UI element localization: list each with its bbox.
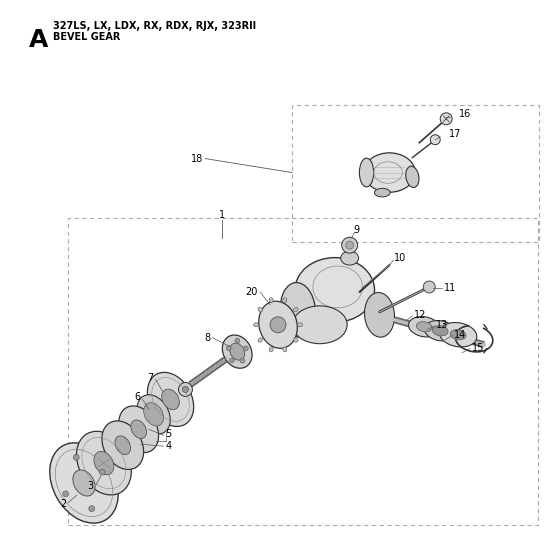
Text: 9: 9	[353, 225, 360, 235]
Ellipse shape	[258, 338, 263, 342]
Text: 6: 6	[134, 393, 141, 403]
Ellipse shape	[94, 451, 114, 475]
Ellipse shape	[73, 470, 95, 496]
Circle shape	[440, 113, 452, 125]
Ellipse shape	[432, 326, 448, 336]
Text: 17: 17	[449, 129, 461, 139]
Ellipse shape	[408, 316, 440, 337]
Ellipse shape	[424, 320, 456, 341]
Circle shape	[430, 135, 440, 144]
Ellipse shape	[297, 323, 302, 327]
Text: 18: 18	[191, 153, 203, 164]
Ellipse shape	[295, 258, 375, 323]
Ellipse shape	[131, 420, 147, 438]
Text: 12: 12	[414, 310, 427, 320]
Ellipse shape	[281, 283, 315, 337]
Ellipse shape	[269, 298, 273, 302]
Text: 11: 11	[444, 283, 456, 293]
Ellipse shape	[254, 323, 259, 327]
Ellipse shape	[283, 298, 287, 302]
Circle shape	[346, 241, 353, 249]
Text: 4: 4	[166, 441, 172, 451]
Ellipse shape	[365, 292, 394, 337]
Ellipse shape	[102, 421, 144, 469]
Circle shape	[63, 491, 69, 497]
Ellipse shape	[283, 347, 287, 352]
Ellipse shape	[450, 330, 466, 340]
Bar	[292, 105, 539, 242]
Circle shape	[270, 317, 286, 333]
Circle shape	[240, 358, 245, 363]
Circle shape	[183, 386, 189, 393]
Ellipse shape	[222, 335, 252, 368]
Ellipse shape	[375, 188, 390, 197]
Circle shape	[243, 346, 248, 351]
Text: A: A	[29, 28, 49, 52]
Text: 3: 3	[88, 481, 94, 491]
Text: 327LS, LX, LDX, RX, RDX, RJX, 323RII: 327LS, LX, LDX, RX, RDX, RJX, 323RII	[53, 21, 256, 31]
Ellipse shape	[144, 403, 164, 426]
Circle shape	[88, 506, 95, 512]
Text: 7: 7	[147, 372, 153, 382]
Ellipse shape	[259, 301, 297, 348]
Ellipse shape	[293, 338, 298, 342]
Text: 13: 13	[436, 320, 449, 330]
Text: 16: 16	[459, 109, 472, 119]
Text: 15: 15	[472, 343, 484, 353]
Circle shape	[235, 338, 240, 343]
Ellipse shape	[162, 389, 179, 410]
Circle shape	[230, 358, 234, 363]
Ellipse shape	[258, 307, 263, 312]
Circle shape	[226, 346, 231, 351]
Ellipse shape	[293, 307, 298, 312]
Text: 8: 8	[204, 333, 211, 343]
Ellipse shape	[230, 343, 245, 360]
Text: 5: 5	[166, 429, 172, 439]
Text: 1: 1	[219, 211, 225, 220]
Ellipse shape	[269, 347, 273, 352]
Ellipse shape	[340, 251, 358, 265]
Ellipse shape	[115, 436, 130, 455]
Ellipse shape	[363, 153, 416, 192]
Circle shape	[342, 237, 358, 253]
Text: 14: 14	[454, 330, 466, 340]
Circle shape	[179, 382, 193, 396]
Text: BEVEL GEAR: BEVEL GEAR	[53, 32, 120, 42]
Circle shape	[423, 281, 435, 293]
Ellipse shape	[119, 406, 158, 452]
Circle shape	[73, 454, 79, 460]
Ellipse shape	[406, 166, 419, 188]
Ellipse shape	[147, 372, 194, 427]
Ellipse shape	[137, 395, 170, 434]
Text: 20: 20	[246, 287, 258, 297]
Bar	[68, 218, 538, 525]
Text: 10: 10	[394, 253, 407, 263]
Ellipse shape	[77, 431, 131, 495]
Ellipse shape	[292, 306, 347, 344]
Ellipse shape	[417, 321, 432, 332]
Ellipse shape	[50, 443, 118, 523]
Ellipse shape	[440, 323, 477, 347]
Text: 2: 2	[60, 499, 66, 509]
Circle shape	[99, 469, 105, 475]
Ellipse shape	[360, 158, 374, 187]
